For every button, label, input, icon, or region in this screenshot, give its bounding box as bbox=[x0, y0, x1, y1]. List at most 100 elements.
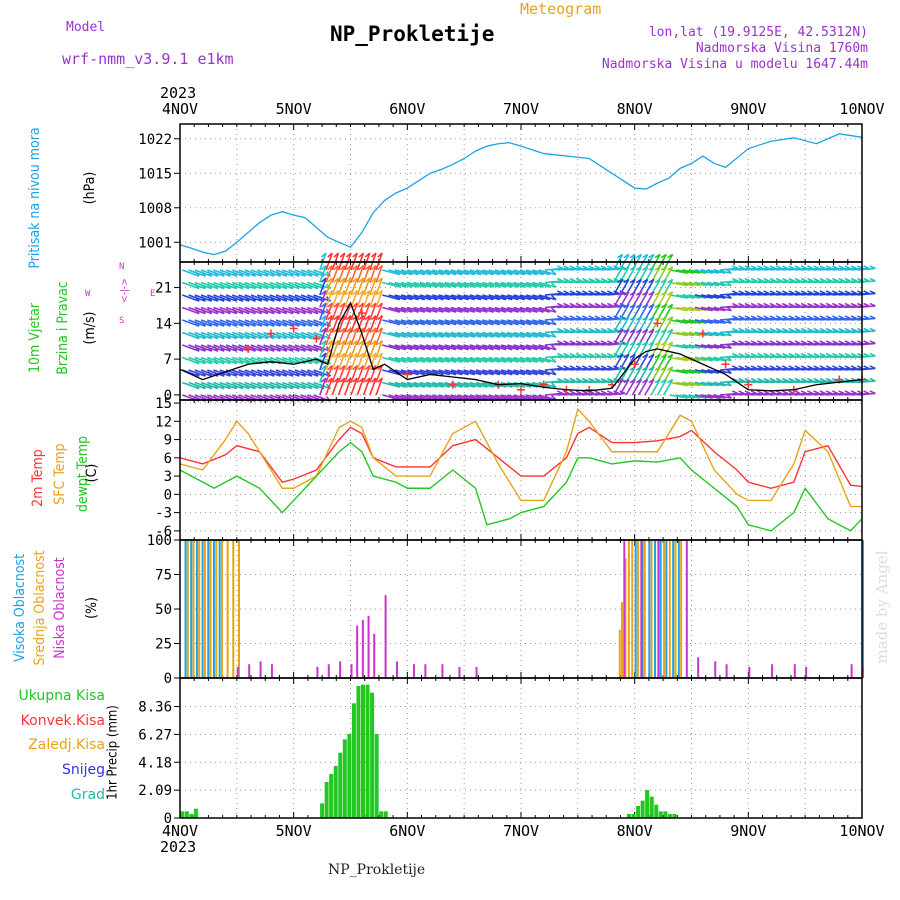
wind-barb bbox=[350, 377, 358, 396]
wind-barb bbox=[307, 381, 325, 390]
wind-barb bbox=[713, 344, 732, 349]
wind-barb bbox=[250, 281, 269, 290]
wind-barb-head bbox=[844, 340, 851, 345]
wind-barb-head bbox=[800, 277, 807, 282]
wind-barb-head bbox=[358, 364, 365, 371]
wind-barb bbox=[432, 281, 450, 288]
wind-barb bbox=[219, 331, 237, 340]
wind-barb bbox=[219, 306, 237, 315]
wind-barb-head bbox=[333, 352, 339, 358]
wind-barb-head bbox=[320, 252, 327, 258]
wind-barb-head bbox=[352, 302, 358, 308]
wind-barb-head bbox=[757, 327, 764, 332]
wind-barb-head bbox=[769, 327, 776, 332]
wind-barb bbox=[669, 319, 688, 324]
wind-barb-head bbox=[563, 340, 570, 345]
wind-barb bbox=[463, 369, 482, 376]
wind-barb-head bbox=[794, 327, 801, 332]
wind-barb bbox=[356, 315, 365, 333]
wind-barb bbox=[375, 290, 383, 308]
wind-barb bbox=[450, 381, 469, 388]
wind-barb bbox=[307, 344, 325, 352]
wind-barb bbox=[263, 369, 281, 377]
wind-barb bbox=[519, 356, 538, 363]
wind-barb bbox=[519, 294, 538, 301]
wind-barb bbox=[257, 306, 275, 315]
wind-barb bbox=[362, 265, 371, 283]
wind-barb-head bbox=[800, 390, 807, 395]
y-tick-label: 6 bbox=[164, 451, 172, 467]
wind-barb-head bbox=[738, 302, 745, 307]
wind-barb-head bbox=[581, 315, 589, 320]
lonlat-text: lon,lat (19.9125E, 42.5312N) bbox=[648, 25, 868, 40]
wind-barb bbox=[676, 356, 695, 362]
cloud-mid-bar bbox=[209, 540, 212, 678]
wind-barb bbox=[294, 269, 312, 277]
wind-barb bbox=[238, 319, 256, 327]
wind-barb-head bbox=[327, 252, 333, 258]
y-tick-label: 50 bbox=[155, 602, 172, 618]
wind-barb-head bbox=[364, 252, 371, 258]
wind-barb bbox=[701, 269, 720, 274]
wind-barb-head bbox=[800, 265, 807, 270]
wind-barb-head bbox=[844, 390, 851, 395]
wind-barb bbox=[407, 369, 425, 376]
wind-barb-head bbox=[588, 327, 595, 332]
wind-barb bbox=[181, 306, 200, 315]
cloud-low-bar bbox=[458, 666, 461, 678]
wind-barb-head bbox=[732, 352, 739, 357]
wind-barb bbox=[532, 356, 550, 363]
wind-barb-head bbox=[832, 302, 839, 307]
wind-barb-head bbox=[832, 277, 839, 282]
wind-barb bbox=[188, 331, 206, 340]
wind-barb bbox=[388, 344, 407, 351]
wind-barb-head bbox=[352, 277, 358, 283]
wind-barb bbox=[225, 344, 244, 352]
wind-barb-head bbox=[750, 365, 757, 370]
wind-barb-head bbox=[617, 353, 624, 359]
wind-barb-head bbox=[623, 278, 630, 284]
wind-barb-head bbox=[364, 302, 371, 308]
wind-barb bbox=[513, 369, 532, 376]
wind-barb bbox=[232, 294, 250, 302]
wind-barb bbox=[225, 319, 244, 327]
wind-barb-head bbox=[575, 277, 582, 282]
wind-barb bbox=[444, 294, 463, 301]
wind-barb-head bbox=[563, 365, 570, 370]
wind-barb-head bbox=[623, 341, 630, 346]
wind-barb bbox=[325, 327, 333, 346]
wind-barb-head bbox=[581, 277, 589, 282]
wind-barb bbox=[457, 319, 475, 326]
wind-barb bbox=[432, 319, 450, 326]
wind-barb bbox=[181, 381, 200, 390]
wind-barb-head bbox=[788, 377, 795, 382]
cloud-high-bar bbox=[862, 540, 864, 678]
wind-barb bbox=[275, 381, 294, 390]
wind-barb bbox=[450, 356, 469, 363]
wind-barb bbox=[432, 369, 450, 376]
wind-barb bbox=[857, 330, 876, 334]
wind-barb bbox=[688, 381, 707, 387]
wind-barb bbox=[225, 306, 244, 315]
wind-barb bbox=[213, 381, 231, 390]
wind-barb bbox=[238, 294, 256, 302]
wind-barb bbox=[356, 365, 365, 383]
precip-total-bar bbox=[189, 814, 194, 818]
wind-barb-head bbox=[551, 294, 557, 301]
wind-barb bbox=[425, 369, 444, 376]
precip-total-bar bbox=[626, 814, 631, 818]
wind-barb bbox=[337, 327, 346, 346]
wind-barb bbox=[444, 306, 463, 313]
year-bottom: 2023 bbox=[160, 838, 197, 856]
wind-barb bbox=[219, 294, 237, 302]
wind-barb bbox=[538, 369, 557, 376]
wind-barb bbox=[313, 331, 331, 340]
wind-barb bbox=[513, 394, 532, 401]
wind-barb bbox=[676, 294, 695, 299]
wind-barb-head bbox=[825, 315, 832, 320]
wind-barb bbox=[612, 316, 624, 333]
wind-barb-head bbox=[667, 291, 674, 296]
wind-barb bbox=[444, 344, 463, 351]
wind-barb-head bbox=[551, 394, 557, 401]
wind-barb bbox=[388, 306, 407, 313]
